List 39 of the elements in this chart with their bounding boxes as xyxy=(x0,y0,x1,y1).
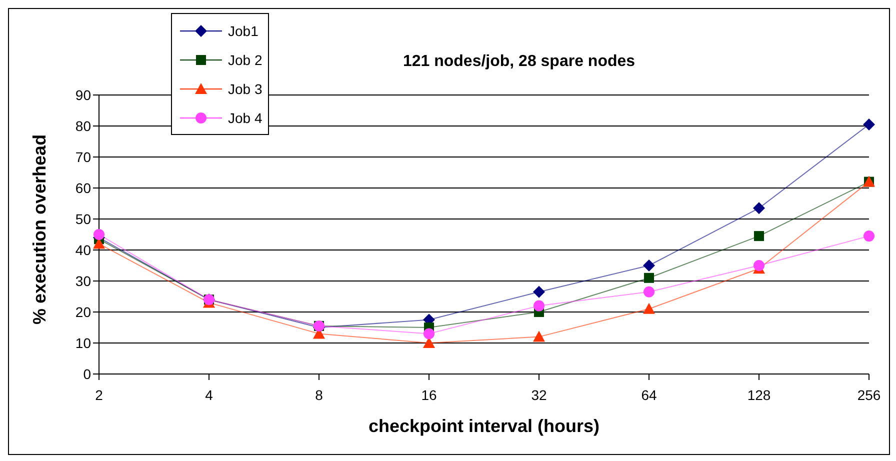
x-tick-label: 128 xyxy=(747,386,771,403)
point xyxy=(644,272,654,283)
x-tick-label: 4 xyxy=(205,386,214,403)
point xyxy=(644,286,654,298)
y-tick-label: 10 xyxy=(75,334,92,351)
point xyxy=(94,229,104,240)
y-tick-label: 70 xyxy=(75,148,92,165)
x-tick-label: 64 xyxy=(641,386,657,403)
x-tick-label: 8 xyxy=(315,386,324,403)
x-tick-label: 16 xyxy=(421,386,437,403)
x-axis-title: checkpoint interval (hours) xyxy=(368,416,600,436)
y-tick-label: 40 xyxy=(75,242,92,258)
x-tick-label: 32 xyxy=(531,386,547,403)
point xyxy=(533,330,545,342)
legend-label: Job1 xyxy=(228,22,258,38)
y-tick-label: 0 xyxy=(83,366,92,382)
point xyxy=(753,202,765,214)
point xyxy=(754,260,764,271)
point xyxy=(533,286,545,298)
point xyxy=(643,302,655,314)
y-axis-title: % execution overhead xyxy=(29,134,50,324)
point xyxy=(424,328,434,340)
y-tick-label: 30 xyxy=(75,272,92,289)
legend-label: Job 2 xyxy=(228,52,262,68)
y-tick-label: 60 xyxy=(75,180,92,196)
point xyxy=(534,300,544,312)
point xyxy=(864,230,874,242)
point xyxy=(863,118,875,130)
point xyxy=(643,260,655,272)
y-tick-label: 50 xyxy=(75,210,92,227)
x-tick-label: 256 xyxy=(857,386,881,403)
legend-label: Job 3 xyxy=(228,80,262,96)
y-tick-label: 80 xyxy=(75,118,92,134)
y-tick-label: 90 xyxy=(75,86,92,103)
x-tick-label: 2 xyxy=(95,386,104,403)
y-tick-label: 20 xyxy=(75,304,92,320)
legend-label: Job 4 xyxy=(228,110,262,126)
point xyxy=(754,231,764,242)
chart-title: 121 nodes/job, 28 spare nodes xyxy=(402,53,636,71)
